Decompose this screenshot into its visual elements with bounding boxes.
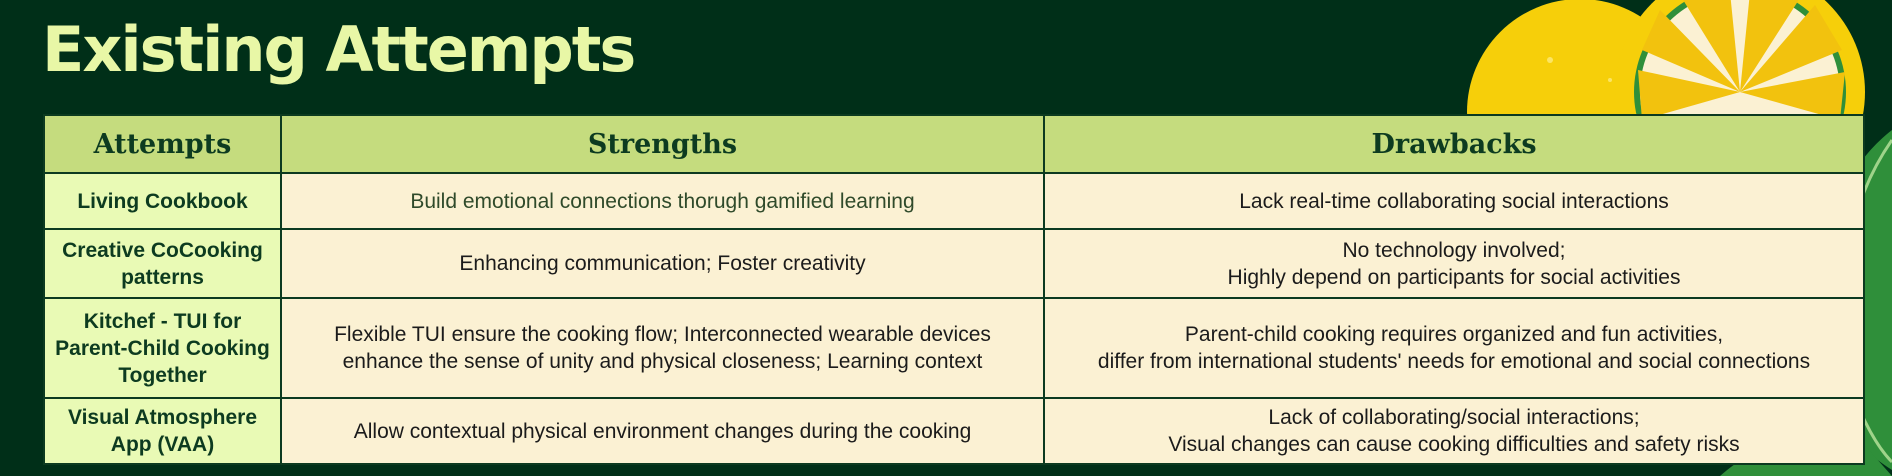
table-row: Creative CoCooking patterns Enhancing co… [43,228,1865,299]
column-header-strengths: Strengths [280,114,1045,174]
attempt-name: Visual Atmosphere App (VAA) [43,397,282,465]
drawbacks-cell: Lack of collaborating/social interaction… [1043,397,1865,465]
table-row: Visual Atmosphere App (VAA) Allow contex… [43,397,1865,465]
drawbacks-cell: Parent-child cooking requires organized … [1043,297,1865,399]
column-header-attempts: Attempts [43,114,282,174]
strengths-cell: Enhancing communication; Foster creativi… [280,228,1045,299]
strengths-text: enhance the sense of unity and physical … [342,350,983,373]
drawbacks-cell: Lack real-time collaborating social inte… [1043,172,1865,230]
drawbacks-text: Highly depend on participants for social… [1227,265,1681,289]
drawbacks-text: No technology involved; [1342,238,1566,262]
attempts-table: Attempts Strengths Drawbacks Living Cook… [43,114,1865,465]
attempt-name: Creative CoCooking patterns [43,228,282,299]
page-title: Existing Attempts [42,13,636,86]
strengths-cell: Flexible TUI ensure the cooking flow; In… [280,297,1045,399]
attempt-name: Kitchef - TUI for Parent-Child Cooking T… [43,297,282,399]
drawbacks-cell: No technology involved; Highly depend on… [1043,228,1865,299]
strengths-text: Flexible TUI ensure the cooking flow; In… [334,323,991,346]
strengths-text: Allow contextual physical environment ch… [353,419,972,443]
strengths-cell: Build emotional connections thorugh gami… [280,172,1045,230]
drawbacks-text: differ from international students' need… [1097,350,1811,373]
table-row: Living Cookbook Build emotional connecti… [43,172,1865,230]
drawbacks-text: Lack of collaborating/social interaction… [1268,406,1640,429]
drawbacks-text: Visual changes can cause cooking difficu… [1168,433,1740,456]
table-row: Kitchef - TUI for Parent-Child Cooking T… [43,297,1865,399]
drawbacks-text: Parent-child cooking requires organized … [1184,323,1724,346]
column-header-drawbacks: Drawbacks [1043,114,1865,174]
strengths-cell: Allow contextual physical environment ch… [280,397,1045,465]
drawbacks-text: Lack real-time collaborating social inte… [1239,189,1669,213]
attempt-name: Living Cookbook [43,172,282,230]
strengths-text: Enhancing communication; Foster creativi… [459,252,866,275]
strengths-text: Build emotional connections thorugh gami… [410,189,915,213]
table-header-row: Attempts Strengths Drawbacks [43,114,1865,174]
